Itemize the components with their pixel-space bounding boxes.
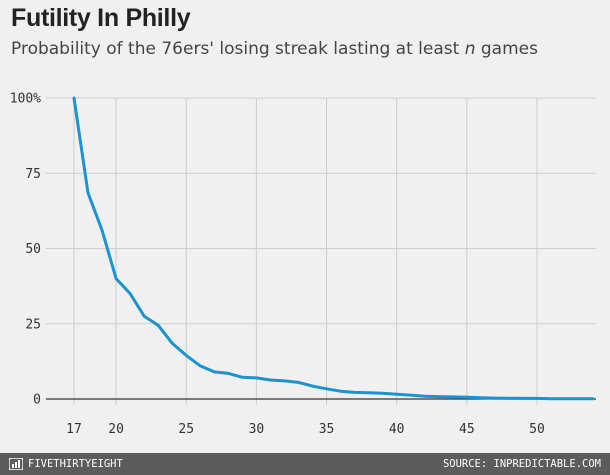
series-line: [72, 96, 595, 401]
line-chart: 0 25 50 75 100% 17 20 25 30 35 40 45 50: [10, 92, 596, 437]
y-tick-label: 50: [25, 242, 41, 257]
x-tick-label: 35: [319, 422, 335, 437]
chart-title: Futility In Philly: [11, 4, 191, 32]
chart-subtitle: Probability of the 76ers' losing streak …: [11, 39, 538, 59]
brand-name: FIVETHIRTYEIGHT: [28, 458, 123, 470]
y-tick-label: 25: [25, 317, 41, 332]
x-tick-label: 40: [389, 422, 405, 437]
x-tick-label: 20: [108, 422, 124, 437]
footer-bar: FIVETHIRTYEIGHT SOURCE: INPREDICTABLE.CO…: [0, 453, 610, 475]
x-tick-label: 45: [459, 422, 475, 437]
subtitle-prefix: Probability of the 76ers' losing streak …: [11, 39, 465, 59]
source-credit: SOURCE: INPREDICTABLE.COM: [442, 458, 601, 470]
y-axis-ticks: 0 25 50 75 100%: [10, 92, 41, 408]
subtitle-variable: n: [464, 39, 476, 59]
x-tick-label: 25: [178, 422, 194, 437]
brand: FIVETHIRTYEIGHT: [9, 453, 123, 475]
fivethirtyeight-logo-icon: [9, 458, 23, 470]
x-axis-ticks: 17 20 25 30 35 40 45 50: [66, 399, 545, 437]
y-tick-label: 0: [33, 393, 41, 408]
x-tick-label: 50: [529, 422, 545, 437]
gridlines: [46, 97, 596, 399]
x-tick-label: 30: [249, 422, 265, 437]
x-tick-label: 17: [66, 422, 82, 437]
y-tick-label: 100%: [10, 92, 41, 107]
y-tick-label: 75: [25, 167, 41, 182]
subtitle-suffix: games: [475, 39, 538, 59]
